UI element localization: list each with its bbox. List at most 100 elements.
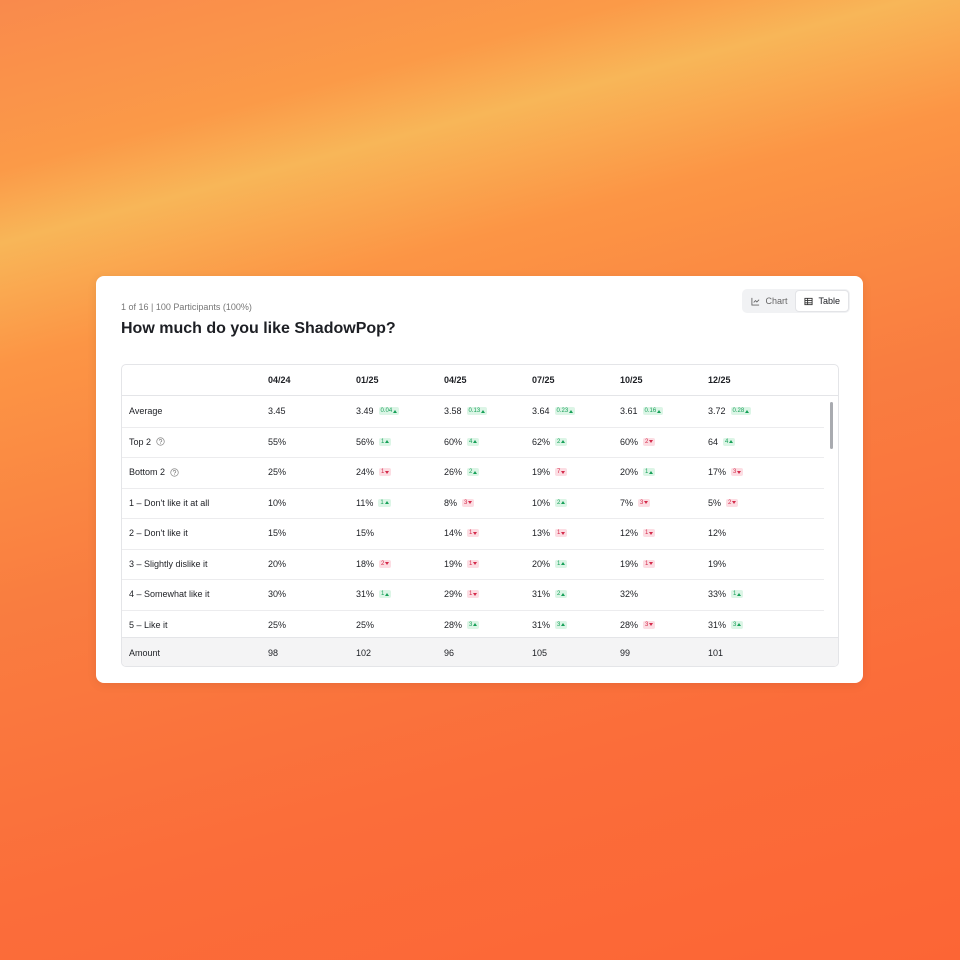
delta-arrow (657, 409, 662, 413)
cell-value: 30% (268, 589, 287, 600)
table-cell: 24% 1 (356, 457, 392, 488)
cell-value: 11% (356, 497, 374, 508)
table-cell: 30% (268, 579, 286, 610)
delta-badge: 2 (555, 437, 568, 446)
toggle-button[interactable]: Chart (743, 290, 795, 312)
delta-value: 2 (557, 438, 561, 445)
delta-arrow (473, 562, 478, 566)
footer-cell: 99 (620, 647, 631, 658)
help-icon[interactable] (170, 468, 179, 477)
delta-badge: 1 (467, 559, 480, 568)
row-label-cell: Bottom 2 (129, 457, 179, 488)
delta-badge: 1 (379, 468, 392, 477)
table-cell: 64 4 (708, 427, 736, 458)
column-header: 04/24 (268, 375, 291, 385)
table-cell: 11% 1 (356, 488, 391, 519)
table-cell: 13% 1 (532, 518, 568, 549)
delta-value: 7 (557, 469, 561, 476)
row-label-cell: Top 2 (129, 427, 165, 458)
table-cell: 10% 2 (532, 488, 568, 519)
table-footer: Amount 98 102 96 105 99 101 (122, 637, 838, 666)
delta-value: 1 (645, 530, 649, 537)
table-cell: 31% 2 (532, 579, 568, 610)
column-header: 01/25 (356, 375, 379, 385)
cell-value: 5% (708, 497, 722, 508)
row-label-cell: Average (129, 396, 162, 427)
delta-value: 0.23 (556, 408, 569, 415)
table-cell: 31% 1 (356, 579, 392, 610)
table-cell: 25% (268, 610, 286, 638)
help-icon[interactable] (156, 437, 165, 446)
table-body: Average 3.45 3.49 0.04 3.58 0.13 3.64 0.23 3.61 0… (122, 396, 838, 637)
delta-badge: 0.04 (378, 407, 400, 416)
delta-value: 3 (464, 499, 468, 506)
cell-value: 20% (532, 558, 551, 569)
toggle-label: Chart (765, 296, 788, 306)
column-header: 04/25 (444, 375, 467, 385)
toggle-label: Table (818, 296, 840, 306)
footer-cell: 98 (268, 647, 279, 658)
delta-arrow (384, 501, 389, 505)
delta-badge: 2 (643, 437, 656, 446)
delta-value: 3 (640, 499, 644, 506)
delta-badge: 3 (462, 498, 475, 507)
delta-badge: 1 (467, 590, 480, 599)
delta-badge: 1 (379, 590, 392, 599)
row-label-cell: 4 – Somewhat like it (129, 579, 210, 610)
delta-arrow (649, 531, 654, 535)
delta-arrow (385, 592, 390, 596)
delta-arrow (473, 592, 478, 596)
delta-value: 1 (381, 469, 385, 476)
delta-arrow (561, 623, 566, 627)
row-label-cell: 5 – Like it (129, 610, 168, 638)
table-cell: 56% 1 (356, 427, 392, 458)
delta-badge: 1 (379, 437, 392, 446)
row-label: 1 – Don't like it at all (129, 497, 210, 508)
table-cell: 25% (356, 610, 374, 638)
delta-badge: 3 (638, 498, 651, 507)
cell-value: 25% (356, 619, 375, 630)
delta-arrow (737, 623, 742, 627)
table-row: 2 – Don't like it 15% 15% 14% 1 13% 1 12% 1 12% (122, 518, 824, 550)
table-cell: 3.64 0.23 (532, 396, 576, 427)
footer-cell: 96 (444, 647, 455, 658)
delta-arrow (473, 623, 478, 627)
delta-badge: 1 (643, 559, 656, 568)
table-cell: 12% 1 (620, 518, 656, 549)
cell-value: 20% (268, 558, 287, 569)
cell-value: 28% (444, 619, 463, 630)
table-cell: 7% 3 (620, 488, 651, 519)
cell-value: 62% (532, 436, 551, 447)
cell-value: 10% (268, 497, 287, 508)
row-label: 2 – Don't like it (129, 528, 188, 539)
column-header: 10/25 (620, 375, 643, 385)
delta-arrow (385, 562, 390, 566)
cell-value: 13% (532, 528, 551, 539)
table-cell: 20% (268, 549, 286, 580)
footer-cell: 102 (356, 647, 372, 658)
delta-badge: 1 (643, 468, 656, 477)
delta-arrow (644, 501, 649, 505)
delta-badge: 2 (379, 559, 392, 568)
table-cell: 17% 3 (708, 457, 744, 488)
cell-value: 28% (620, 619, 639, 630)
delta-arrow (473, 470, 478, 474)
cell-value: 25% (268, 619, 287, 630)
delta-value: 2 (557, 591, 561, 598)
cell-value: 17% (708, 467, 727, 478)
footer-label: Amount (129, 647, 161, 658)
table-cell: 29% 1 (444, 579, 480, 610)
table-cell: 62% 2 (532, 427, 568, 458)
toggle-button[interactable]: Table (795, 290, 849, 312)
row-label-cell: 1 – Don't like it at all (129, 488, 209, 519)
delta-badge: 0.23 (554, 407, 576, 416)
table-header: 04/24 01/25 04/25 07/25 10/25 12/25 (122, 365, 838, 396)
column-header: 07/25 (532, 375, 555, 385)
table-cell: 20% 1 (532, 549, 568, 580)
table-cell: 3.49 0.04 (356, 396, 400, 427)
cell-value: 18% (356, 558, 375, 569)
question-title: How much do you like ShadowPop? (121, 320, 396, 337)
column-header: 12/25 (708, 375, 731, 385)
delta-badge: 2 (467, 468, 480, 477)
